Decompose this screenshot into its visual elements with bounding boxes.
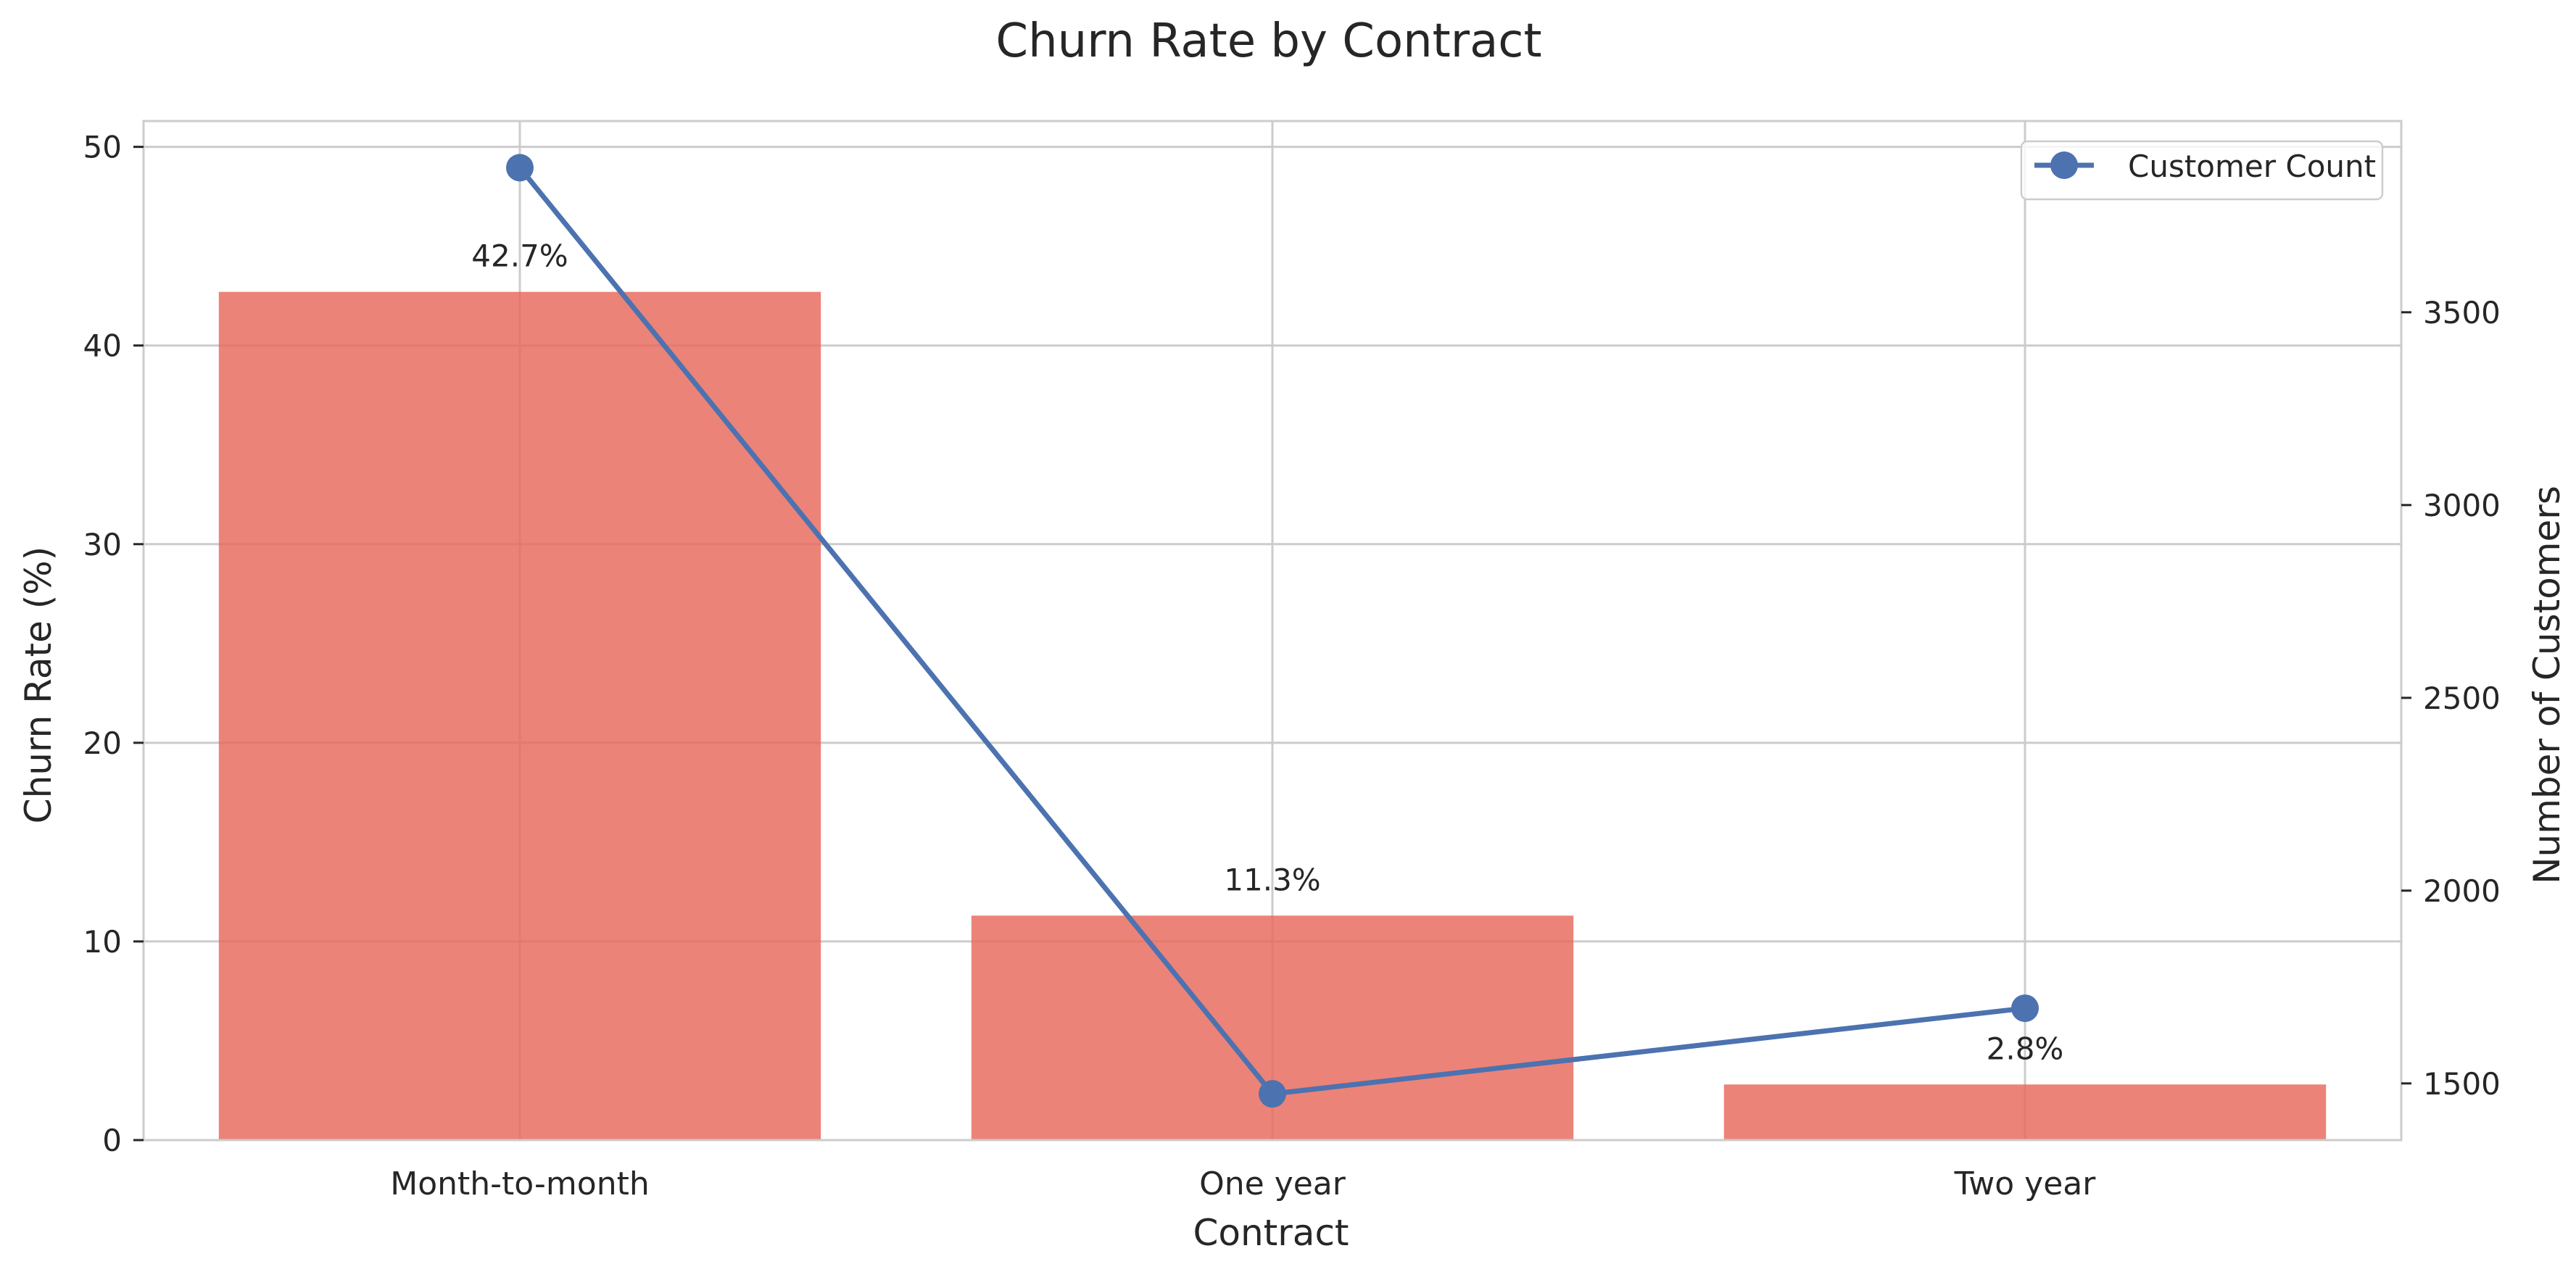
legend: Customer Count (2020, 140, 2384, 201)
y2-tick-label: 3000 (2423, 488, 2501, 523)
y2-tick-label: 2500 (2423, 681, 2501, 716)
x-tick-label: One year (1199, 1165, 1346, 1202)
x-tick-label: Two year (1954, 1165, 2097, 1202)
y-axis-label: Churn Rate (%) (17, 546, 59, 824)
y-tick-label: 30 (83, 527, 122, 562)
y2-axis-label: Number of Customers (2526, 486, 2568, 884)
line-series (506, 154, 2039, 1108)
bar-month-to-month (218, 291, 821, 1140)
plot-frame (142, 120, 2403, 1142)
customer-count-point (2011, 994, 2039, 1023)
y-tick-label: 20 (83, 726, 122, 761)
y-tick-label: 40 (83, 328, 122, 364)
bar-two-year (1723, 1084, 2327, 1140)
bar-value-label: 2.8% (1987, 1031, 2064, 1066)
customer-count-point (1259, 1080, 1286, 1108)
legend-label-customer-count: Customer Count (2128, 149, 2376, 184)
y2-tick-label: 1500 (2423, 1066, 2501, 1102)
bar-value-label: 11.3% (1224, 862, 1320, 897)
y2-tick-label: 3500 (2423, 295, 2501, 331)
y-tick-label: 50 (83, 130, 122, 165)
y2-tick-label: 2000 (2423, 873, 2501, 909)
bar-labels: 42.7% 11.3% 2.8% (471, 238, 2063, 1067)
chart-title: Churn Rate by Contract (995, 14, 1541, 68)
y-axis-ticks: 0 10 20 30 40 50 (83, 130, 144, 1158)
x-axis-ticks: Month-to-month One year Two year (390, 1165, 2096, 1202)
legend-dot-marker (2050, 151, 2078, 179)
y-tick-label: 10 (83, 924, 122, 960)
y2-axis-ticks: 1500 2000 2500 3000 3500 (2401, 295, 2501, 1102)
customer-count-point (506, 154, 534, 182)
x-tick-label: Month-to-month (390, 1165, 649, 1202)
x-axis-label: Contract (1193, 1212, 1349, 1254)
y-tick-label: 0 (102, 1123, 122, 1158)
legend-box (2020, 140, 2384, 201)
bar-value-label: 42.7% (471, 238, 568, 274)
